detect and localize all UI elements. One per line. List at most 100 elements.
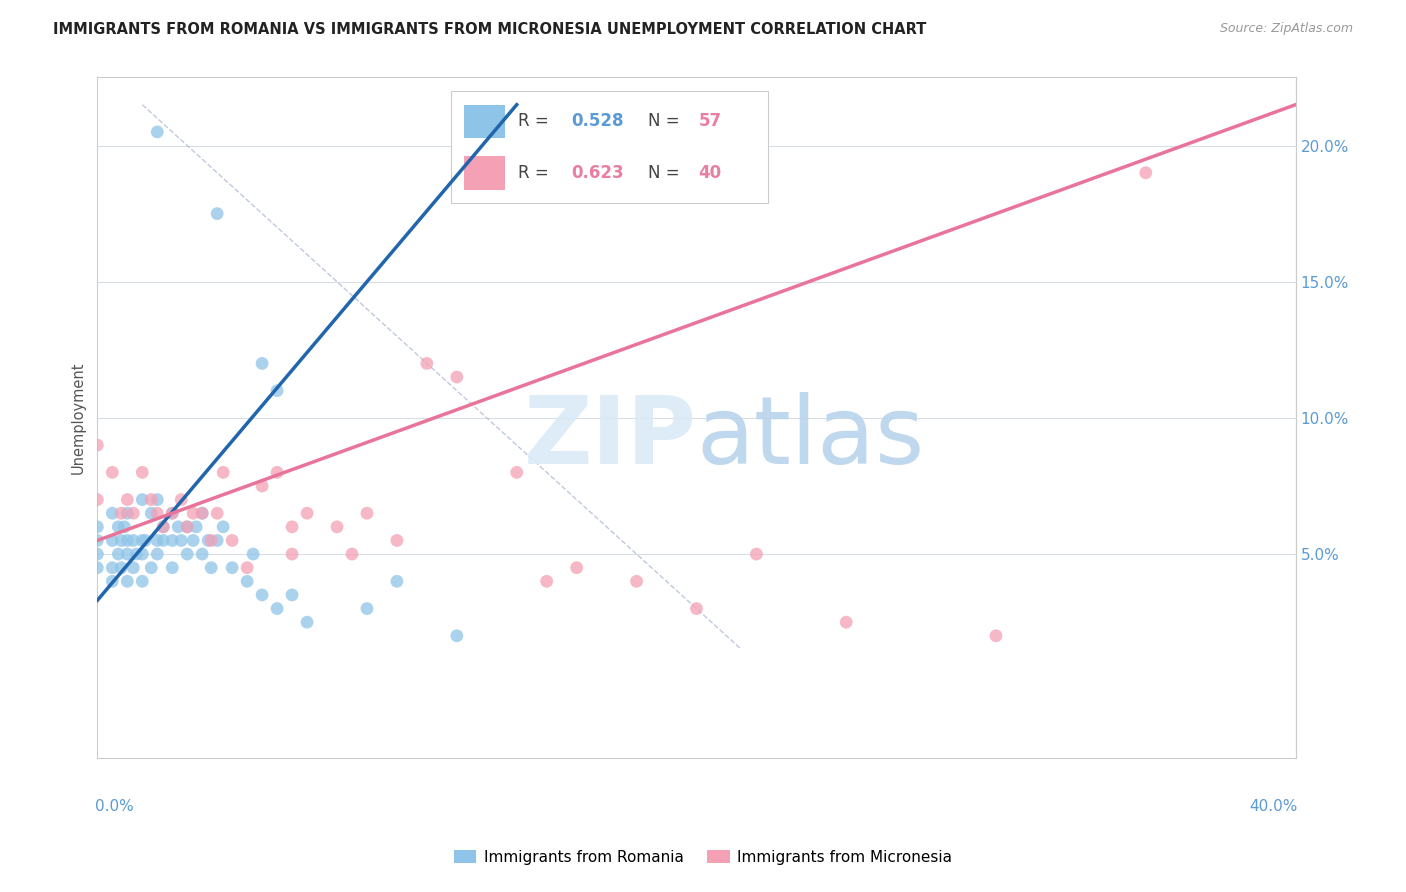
Point [984, 629, 1007, 643]
Point [117, 547, 139, 561]
Point [281, 588, 304, 602]
Point [86, 520, 108, 534]
Point [125, 547, 148, 561]
Point [152, 533, 174, 548]
Point [117, 492, 139, 507]
Point [176, 520, 198, 534]
Point [146, 492, 169, 507]
Point [186, 520, 208, 534]
Point [356, 601, 378, 615]
Text: atlas: atlas [696, 392, 925, 484]
Point [191, 506, 214, 520]
Point [170, 533, 193, 548]
Point [176, 520, 198, 534]
Point [131, 492, 153, 507]
Point [266, 466, 288, 480]
Point [266, 601, 288, 615]
Point [565, 560, 588, 574]
Point [221, 533, 243, 548]
Point [131, 466, 153, 480]
Point [197, 533, 219, 548]
Point [250, 356, 273, 370]
Point [146, 125, 169, 139]
Point [141, 492, 163, 507]
Point [685, 601, 707, 615]
Point [112, 520, 135, 534]
Point [152, 520, 174, 534]
Point [146, 533, 169, 548]
Point [134, 533, 156, 548]
Point [122, 560, 145, 574]
Point [110, 506, 132, 520]
Point [162, 533, 184, 548]
Point [385, 533, 408, 548]
Point [191, 547, 214, 561]
Point [110, 560, 132, 574]
Point [356, 506, 378, 520]
Point [176, 547, 198, 561]
Point [167, 520, 190, 534]
Point [122, 506, 145, 520]
Legend: Immigrants from Romania, Immigrants from Micronesia: Immigrants from Romania, Immigrants from… [447, 844, 959, 871]
Point [122, 533, 145, 548]
Point [86, 547, 108, 561]
Point [281, 520, 304, 534]
Point [86, 560, 108, 574]
Point [131, 533, 153, 548]
Point [141, 506, 163, 520]
Point [250, 588, 273, 602]
Point [162, 560, 184, 574]
Point [446, 629, 468, 643]
Point [626, 574, 648, 589]
Point [86, 533, 108, 548]
Point [250, 479, 273, 493]
Point [181, 506, 204, 520]
Point [295, 506, 318, 520]
Point [86, 438, 108, 452]
Point [745, 547, 768, 561]
Text: IMMIGRANTS FROM ROMANIA VS IMMIGRANTS FROM MICRONESIA UNEMPLOYMENT CORRELATION C: IMMIGRANTS FROM ROMANIA VS IMMIGRANTS FR… [53, 22, 927, 37]
Point [236, 574, 259, 589]
Point [212, 466, 235, 480]
Point [416, 356, 439, 370]
Point [146, 506, 169, 520]
Point [340, 547, 363, 561]
Point [101, 506, 124, 520]
Point [101, 466, 124, 480]
Point [236, 560, 259, 574]
Text: Source: ZipAtlas.com: Source: ZipAtlas.com [1219, 22, 1353, 36]
Point [131, 547, 153, 561]
Point [221, 560, 243, 574]
Point [131, 574, 153, 589]
Point [181, 533, 204, 548]
Point [107, 547, 129, 561]
Text: 0.0%: 0.0% [96, 799, 134, 814]
Point [117, 533, 139, 548]
Point [536, 574, 558, 589]
Point [191, 506, 214, 520]
Point [101, 574, 124, 589]
Text: ZIP: ZIP [523, 392, 696, 484]
Point [117, 574, 139, 589]
Point [170, 492, 193, 507]
Y-axis label: Unemployment: Unemployment [72, 361, 86, 475]
Point [101, 533, 124, 548]
Point [205, 533, 228, 548]
Point [212, 520, 235, 534]
Point [200, 560, 222, 574]
Point [205, 206, 228, 220]
Point [205, 506, 228, 520]
Point [141, 560, 163, 574]
Point [162, 506, 184, 520]
Point [281, 547, 304, 561]
Point [101, 560, 124, 574]
Point [107, 520, 129, 534]
Point [266, 384, 288, 398]
Point [446, 370, 468, 384]
Point [117, 506, 139, 520]
Point [162, 506, 184, 520]
Point [506, 466, 529, 480]
Point [242, 547, 264, 561]
Point [152, 520, 174, 534]
Point [835, 615, 858, 629]
